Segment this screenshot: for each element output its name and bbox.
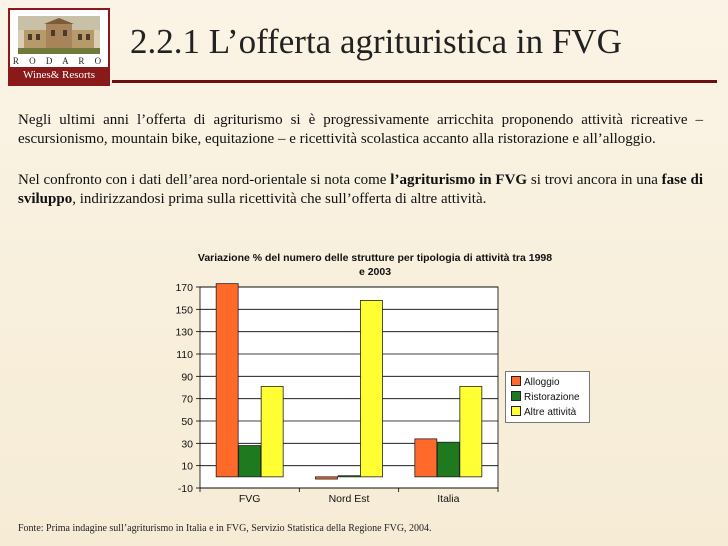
chart-title: Variazione % del numero delle strutture …: [197, 252, 553, 278]
logo-subtitle: Wines& Resorts: [10, 67, 108, 84]
legend-swatch-ristorazione: [511, 391, 521, 401]
bar-altre-attivit--nord-est: [360, 300, 383, 478]
emphasis-fase: fase di sviluppo: [18, 172, 703, 207]
logo-brand: R O D A R O: [12, 56, 106, 66]
logo: R O D A R O Wines& Resorts: [8, 8, 110, 86]
paragraph-text: Nel confronto con i dati dell’area nord-…: [18, 172, 391, 188]
chart-legend: Alloggio Ristorazione Altre attività: [505, 371, 590, 423]
plot-border: [199, 286, 499, 489]
legend-item-altre: Altre attività: [511, 406, 576, 418]
page-title: 2.2.1 L’offerta agrituristica in FVG: [130, 22, 622, 61]
y-tick-label: 130: [175, 327, 193, 339]
paragraph-text: si trovi ancora in una: [527, 172, 662, 188]
x-tick-label: FVG: [239, 493, 261, 502]
y-tick-label: 110: [176, 349, 193, 361]
y-tick-label: 150: [175, 304, 193, 316]
bar-altre-attivit--fvg: [260, 385, 284, 478]
y-tick-label: 50: [181, 416, 193, 428]
legend-swatch-alloggio: [511, 376, 521, 386]
bar-alloggio-italia: [414, 438, 438, 478]
emphasis-agriturismo: l’agriturismo in FVG: [390, 172, 528, 188]
legend-item-ristorazione: Ristorazione: [511, 391, 580, 403]
bar-alloggio-nord-est: [315, 476, 338, 480]
source-footnote: Fonte: Prima indagine sull’agriturismo i…: [18, 523, 432, 534]
legend-label: Alloggio: [524, 377, 560, 388]
legend-label: Altre attività: [524, 407, 577, 418]
bar-altre-attivit--italia: [459, 385, 483, 478]
bar-chart: -10 10 30 50 70 90 110 130 150 170 FVG Nord Est Ital…: [175, 282, 499, 502]
x-tick-label: Italia: [437, 493, 459, 502]
bar-ristorazione-fvg: [238, 445, 262, 478]
y-tick-label: 90: [181, 371, 193, 383]
y-tick-label: 10: [181, 461, 193, 473]
paragraph-text: , indirizzandosi prima sulla ricettività…: [72, 191, 487, 207]
y-tick-label: 170: [175, 282, 193, 294]
bar-ristorazione-italia: [436, 441, 460, 478]
legend-label: Ristorazione: [524, 392, 580, 403]
villa-logo-icon: [18, 16, 100, 54]
x-tick-label: Nord Est: [329, 493, 370, 502]
paragraph-comparison: Nel confronto con i dati dell’area nord-…: [18, 171, 703, 209]
bar-ristorazione-nord-est: [337, 475, 361, 478]
y-tick-label: -10: [178, 483, 193, 495]
paragraph-intro: Negli ultimi anni l’offerta di agrituris…: [18, 112, 703, 147]
legend-swatch-altre: [511, 406, 521, 416]
y-tick-label: 70: [181, 394, 193, 406]
title-divider: [112, 80, 717, 83]
y-tick-label: 30: [181, 438, 193, 450]
legend-item-alloggio: Alloggio: [511, 376, 560, 388]
bar-alloggio-fvg: [215, 283, 239, 478]
